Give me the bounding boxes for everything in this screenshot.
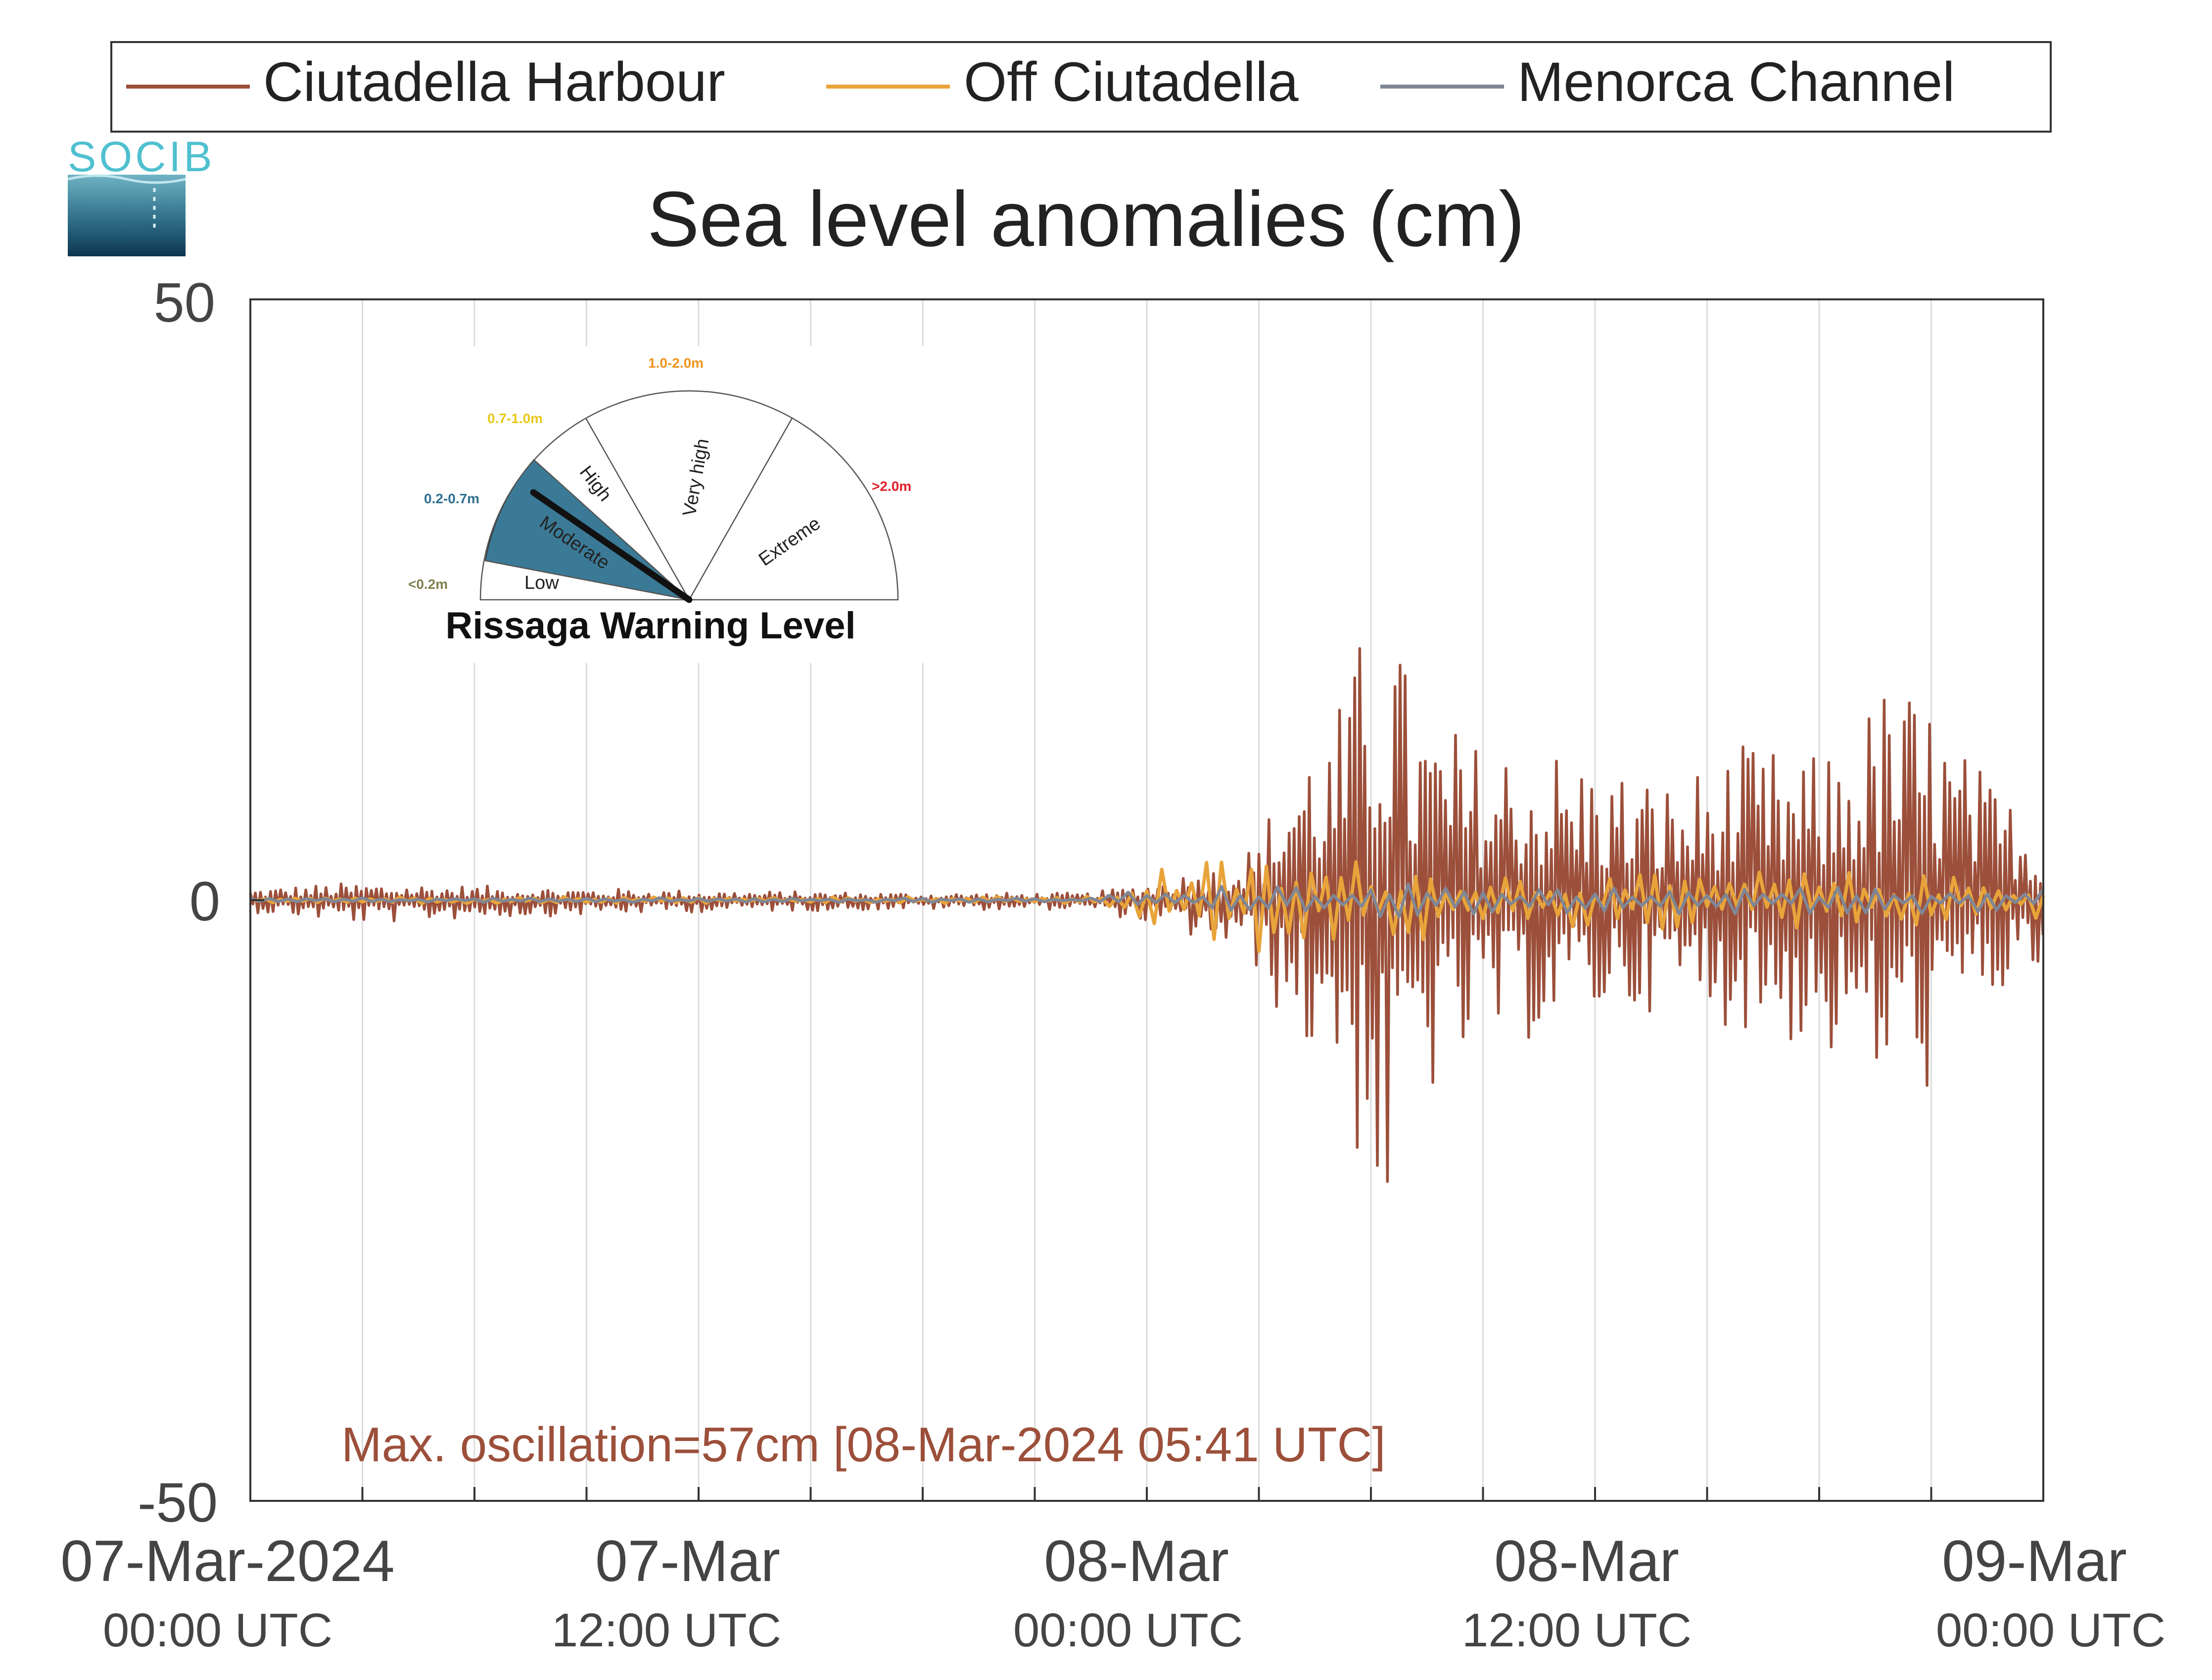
x-tick-date-0: 07-Mar-2024 bbox=[60, 1529, 395, 1594]
legend-box bbox=[110, 41, 2052, 133]
gauge-divider-4 bbox=[688, 418, 793, 600]
gauge-title: Rissaga Warning Level bbox=[445, 605, 855, 647]
series-layer bbox=[249, 647, 2045, 1183]
x-tick-time-1: 12:00 UTC bbox=[552, 1604, 781, 1657]
max-oscillation-annotation: Max. oscillation=57cm [08-Mar-2024 05:41… bbox=[341, 1417, 1386, 1472]
x-tick-date-3: 08-Mar bbox=[1494, 1529, 1679, 1594]
gauge-outline bbox=[479, 390, 899, 601]
y-tick-label-50: 50 bbox=[153, 272, 215, 334]
gauge-divider-3 bbox=[585, 418, 690, 600]
gauge-divider-2 bbox=[533, 459, 690, 600]
y-tick-label-0: 0 bbox=[189, 870, 220, 932]
legend-label-menorca-channel: Menorca Channel bbox=[1517, 51, 1955, 113]
gauge-range-low: <0.2m bbox=[408, 576, 448, 592]
series-line-menorca-channel bbox=[250, 882, 2045, 919]
x-tick-time-3: 12:00 UTC bbox=[1462, 1604, 1692, 1657]
chart-title: Sea level anomalies (cm) bbox=[647, 176, 1525, 263]
legend-label-off-ciutadella: Off Ciutadella bbox=[964, 51, 1299, 113]
socib-logo: SOCIB bbox=[67, 133, 215, 256]
gauge-needle bbox=[530, 489, 693, 603]
x-tick-time-4: 00:00 UTC bbox=[1936, 1604, 2165, 1657]
gauge-sector-low: Low bbox=[524, 573, 559, 593]
rissaga-warning-gauge: Low Moderate High Very high Extreme <0.2… bbox=[401, 346, 930, 663]
gauge-range-high: 0.7-1.0m bbox=[487, 411, 543, 426]
gauge-range-extreme: >2.0m bbox=[872, 479, 911, 494]
x-tick-date-2: 08-Mar bbox=[1044, 1529, 1229, 1594]
logo-text: SOCIB bbox=[68, 133, 215, 181]
x-tick-date-4: 09-Mar bbox=[1942, 1529, 2127, 1594]
x-tick-date-1: 07-Mar bbox=[595, 1529, 780, 1594]
axis-ticks bbox=[249, 298, 2044, 1502]
gauge-range-very-high: 1.0-2.0m bbox=[648, 355, 704, 371]
x-tick-time-2: 00:00 UTC bbox=[1013, 1604, 1243, 1657]
y-tick-label-minus-50: -50 bbox=[138, 1472, 218, 1534]
gauge-range-moderate: 0.2-0.7m bbox=[424, 491, 479, 506]
x-tick-labels: 07-Mar-2024 00:00 UTC 07-Mar 12:00 UTC 0… bbox=[60, 1529, 2165, 1657]
x-tick-time-0: 00:00 UTC bbox=[103, 1604, 332, 1657]
gauge-divider-1 bbox=[485, 560, 690, 601]
legend: Ciutadella Harbour Off Ciutadella Menorc… bbox=[110, 41, 2052, 133]
legend-label-ciutadella-harbour: Ciutadella Harbour bbox=[263, 51, 725, 113]
